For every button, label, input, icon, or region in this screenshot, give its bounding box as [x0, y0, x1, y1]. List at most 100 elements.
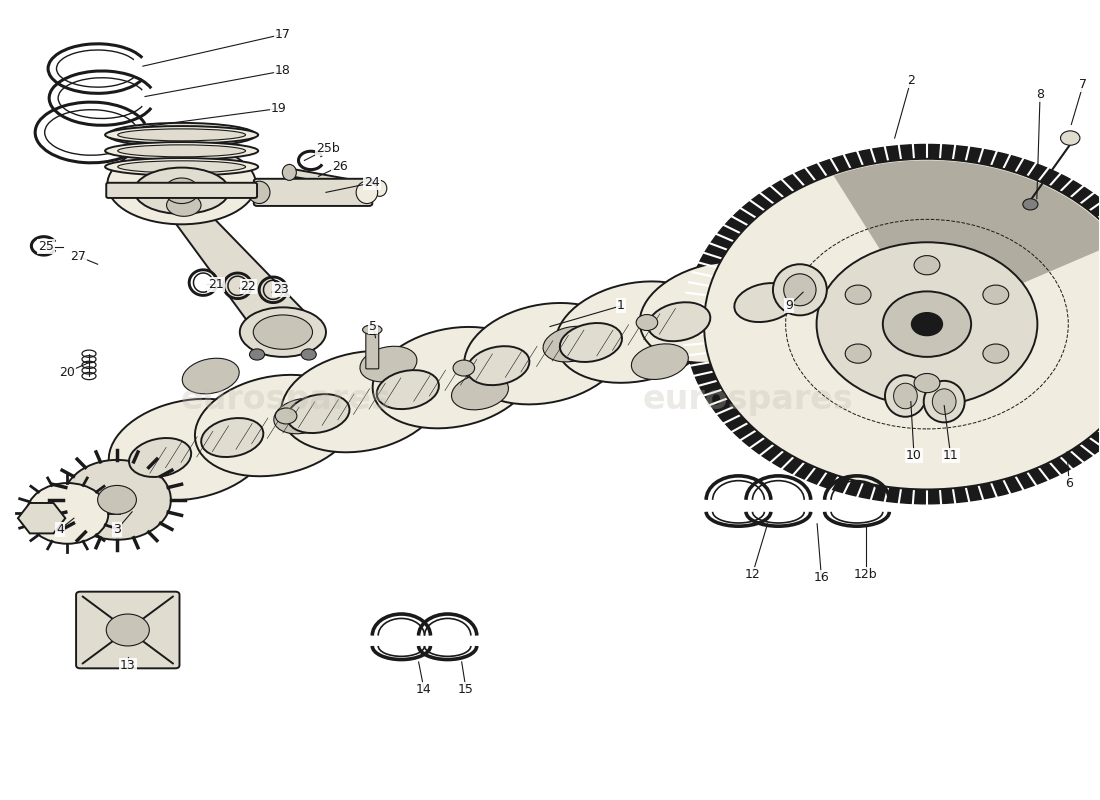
Text: 26: 26 [332, 159, 348, 173]
Text: eurospares: eurospares [642, 383, 854, 417]
Polygon shape [834, 161, 1100, 324]
Circle shape [845, 344, 871, 363]
Text: 2: 2 [906, 74, 915, 87]
Polygon shape [289, 169, 380, 192]
Circle shape [636, 314, 658, 330]
Ellipse shape [451, 374, 508, 410]
Ellipse shape [924, 381, 965, 422]
Ellipse shape [195, 375, 355, 476]
Text: 23: 23 [273, 283, 288, 296]
Text: 11: 11 [943, 450, 958, 462]
Ellipse shape [773, 264, 827, 315]
Circle shape [98, 486, 136, 514]
Ellipse shape [240, 307, 326, 357]
Ellipse shape [118, 129, 245, 141]
Text: 12: 12 [745, 567, 760, 581]
Ellipse shape [283, 165, 296, 180]
Circle shape [63, 460, 170, 540]
Ellipse shape [109, 399, 270, 500]
Ellipse shape [543, 326, 600, 362]
Ellipse shape [376, 370, 439, 409]
FancyBboxPatch shape [107, 182, 257, 198]
Ellipse shape [166, 194, 201, 216]
Circle shape [164, 178, 199, 203]
Ellipse shape [118, 161, 245, 173]
FancyBboxPatch shape [76, 592, 179, 668]
Circle shape [983, 344, 1009, 363]
Circle shape [883, 291, 971, 357]
FancyBboxPatch shape [254, 178, 372, 206]
Ellipse shape [893, 383, 917, 409]
Text: 3: 3 [113, 523, 121, 536]
Ellipse shape [134, 168, 229, 214]
Ellipse shape [274, 398, 331, 434]
Text: 12b: 12b [854, 567, 878, 581]
Text: 13: 13 [120, 658, 135, 672]
Text: 14: 14 [416, 682, 432, 695]
Ellipse shape [356, 181, 377, 203]
Circle shape [1060, 131, 1080, 146]
Text: 24: 24 [364, 176, 381, 190]
Ellipse shape [253, 315, 312, 350]
Text: 17: 17 [275, 28, 290, 41]
Ellipse shape [106, 126, 258, 144]
Circle shape [845, 285, 871, 304]
Ellipse shape [373, 327, 534, 428]
Ellipse shape [886, 375, 926, 417]
Circle shape [914, 374, 939, 393]
Ellipse shape [556, 282, 716, 383]
Ellipse shape [783, 274, 816, 306]
Text: 27: 27 [70, 250, 86, 262]
Ellipse shape [360, 346, 417, 382]
Circle shape [453, 360, 474, 376]
Text: 18: 18 [275, 65, 290, 78]
Ellipse shape [118, 145, 245, 157]
Circle shape [704, 159, 1100, 490]
Ellipse shape [648, 302, 711, 342]
Polygon shape [18, 503, 65, 534]
Ellipse shape [735, 283, 796, 322]
Ellipse shape [468, 346, 529, 385]
Text: 7: 7 [1079, 78, 1087, 91]
Ellipse shape [108, 123, 256, 147]
Text: 22: 22 [241, 280, 256, 293]
Ellipse shape [201, 418, 263, 457]
Circle shape [1023, 198, 1038, 210]
Text: 25b: 25b [316, 142, 340, 155]
Ellipse shape [363, 325, 382, 334]
Text: 9: 9 [785, 299, 793, 312]
Ellipse shape [560, 323, 621, 362]
Text: 25: 25 [39, 240, 54, 253]
Ellipse shape [108, 145, 256, 224]
Text: 19: 19 [271, 102, 286, 115]
Ellipse shape [287, 394, 350, 433]
Circle shape [275, 408, 297, 424]
Circle shape [250, 349, 265, 360]
Polygon shape [163, 205, 316, 322]
Text: 8: 8 [1036, 89, 1044, 102]
Ellipse shape [933, 389, 956, 414]
Ellipse shape [373, 180, 387, 196]
Circle shape [914, 256, 939, 274]
Circle shape [301, 349, 317, 360]
Text: 20: 20 [59, 366, 76, 378]
Ellipse shape [464, 303, 625, 404]
Ellipse shape [631, 344, 689, 379]
Text: 15: 15 [458, 682, 474, 695]
Ellipse shape [183, 358, 239, 394]
Text: 1: 1 [617, 299, 625, 312]
Circle shape [983, 285, 1009, 304]
Ellipse shape [106, 158, 258, 175]
Circle shape [912, 313, 943, 335]
Text: 5: 5 [370, 320, 377, 333]
Text: eurospares: eurospares [182, 383, 392, 417]
FancyBboxPatch shape [366, 332, 378, 369]
Ellipse shape [249, 181, 270, 203]
Text: 6: 6 [1065, 478, 1074, 490]
Circle shape [816, 242, 1037, 406]
Text: 10: 10 [906, 450, 922, 462]
Ellipse shape [282, 351, 442, 452]
Ellipse shape [129, 438, 191, 477]
Ellipse shape [640, 262, 801, 363]
Text: 21: 21 [208, 278, 224, 290]
